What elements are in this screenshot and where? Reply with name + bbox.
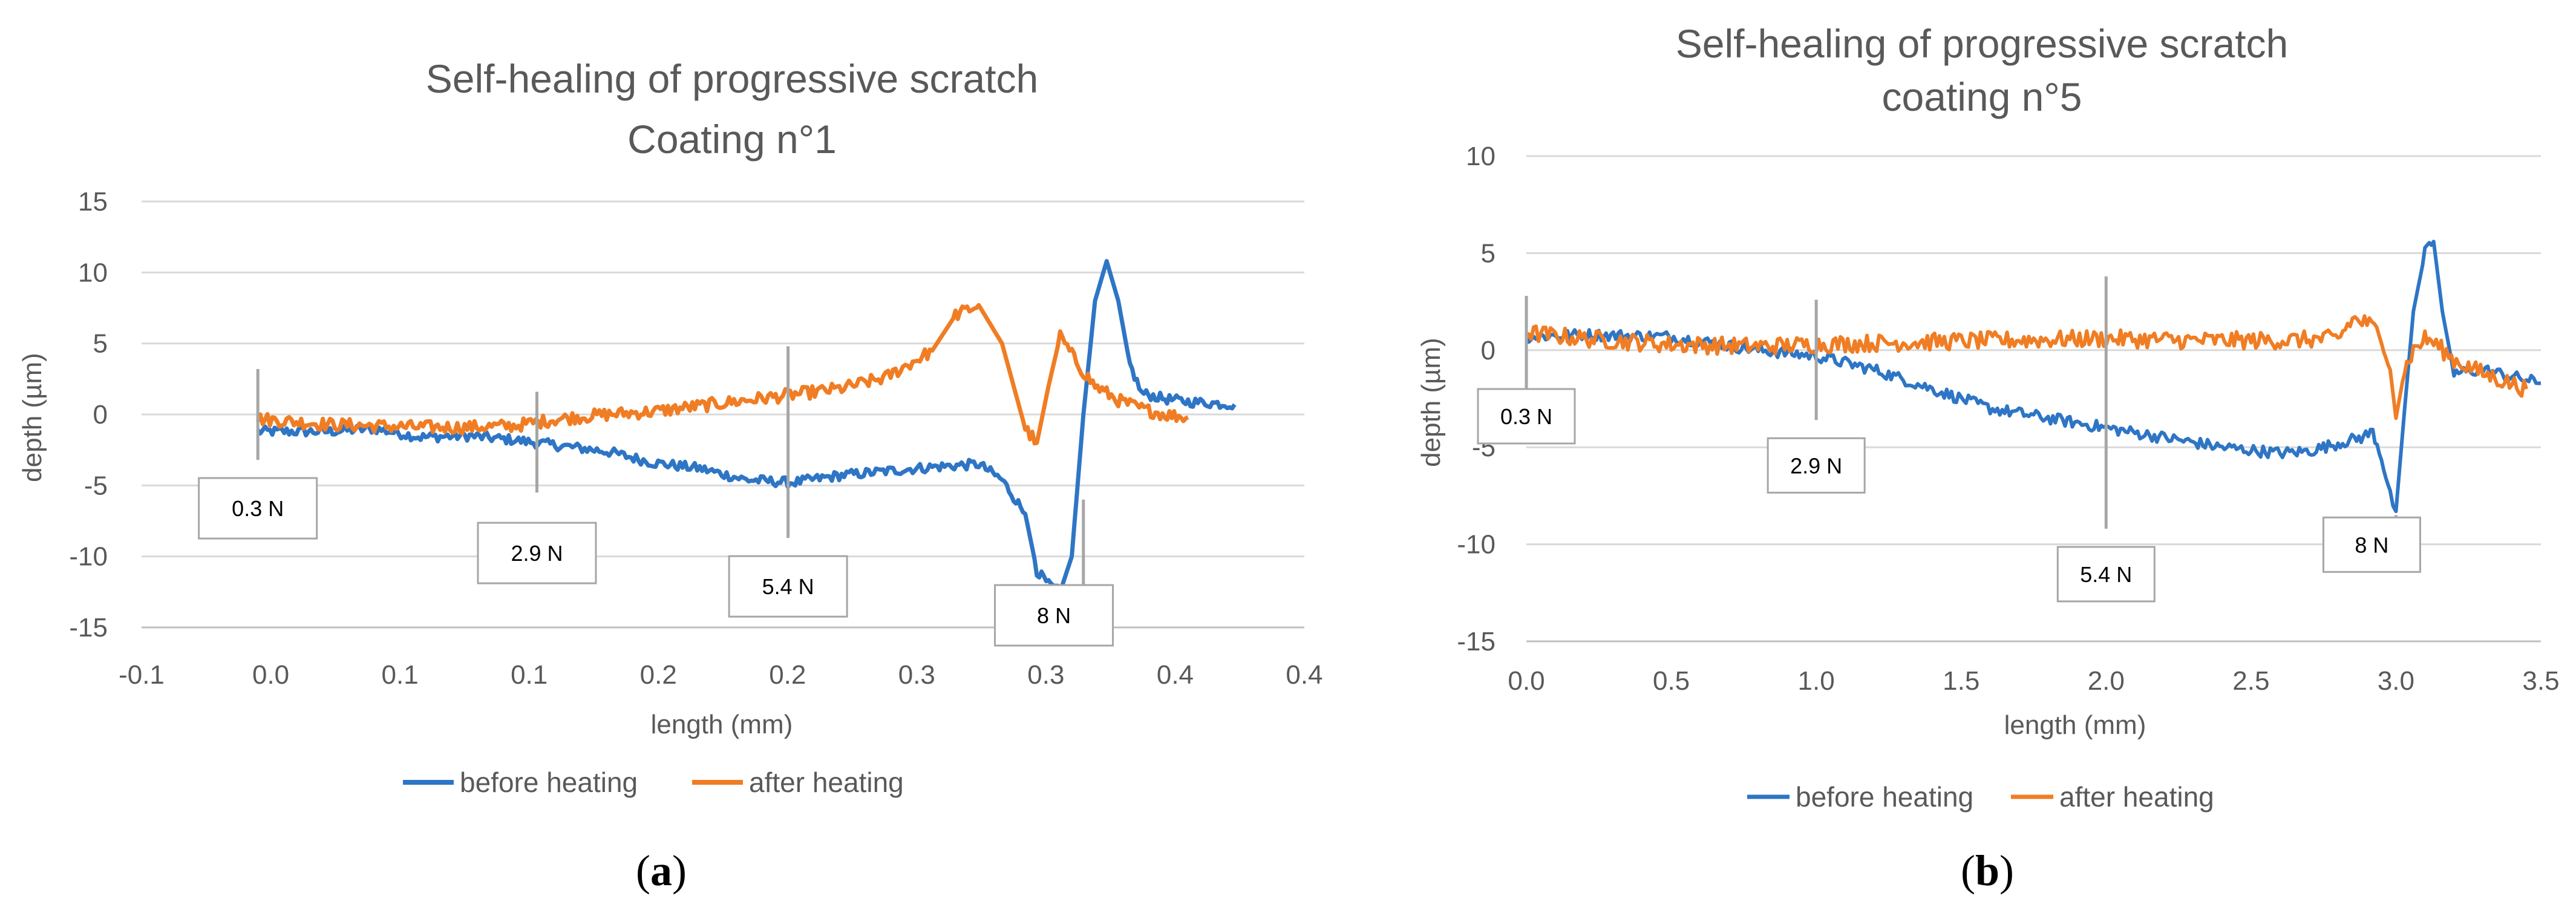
chart-b-x-tick-labels: 0.0 0.5 1.0 1.5 2.0 2.5 3.0 3.5 — [1508, 666, 2559, 696]
panel-b-caption: (b) — [1961, 846, 2014, 895]
chart-b-x-axis-label: length (mm) — [2004, 710, 2146, 740]
chart-b-y-tick-label: -15 — [1457, 627, 1496, 656]
chart-a-series — [255, 259, 1237, 594]
chart-b-annotations: 0.3 N 2.9 N 5.4 N 8 N — [1477, 276, 2421, 603]
chart-a-title-line1: Self-healing of progressive scratch — [426, 56, 1039, 101]
chart-panel-b: Self-healing of progressive scratch coat… — [1416, 21, 2560, 895]
chart-a-annotation-box — [728, 555, 848, 618]
chart-b-y-axis-label: depth (µm) — [1416, 338, 1446, 467]
chart-a-annotations: 0.3 N 2.9 N 5.4 N 8 N — [198, 346, 1114, 647]
chart-b-annotation-box — [2056, 546, 2156, 603]
chart-a-x-tick-label: 0.1 — [511, 660, 548, 690]
chart-b-line-after-heating — [1525, 314, 2528, 421]
chart-panel-a: Self-healing of progressive scratch Coat… — [18, 56, 1323, 895]
chart-b-annotation-label: 5.4 N — [2080, 562, 2132, 587]
chart-a-title-line2: Coating n°1 — [627, 117, 837, 162]
chart-b-legend-after-label: after heating — [2059, 781, 2214, 813]
chart-a-x-tick-labels: -0.1 0.0 0.1 0.1 0.2 0.2 0.3 0.3 0.4 0.4 — [119, 660, 1323, 690]
chart-a-x-tick-label: 0.1 — [382, 660, 419, 690]
chart-b-x-tick-label: 3.0 — [2378, 666, 2414, 696]
chart-b-x-tick-label: 1.0 — [1798, 666, 1835, 696]
chart-b-y-tick-label: 5 — [1481, 238, 1496, 268]
chart-b-y-tick-label: 0 — [1481, 336, 1496, 365]
chart-a-x-axis-label: length (mm) — [651, 710, 793, 739]
chart-a-annotation-label: 5.4 N — [762, 574, 814, 599]
panel-a-caption: (a) — [636, 846, 687, 895]
chart-a-x-tick-label: 0.2 — [769, 660, 806, 690]
chart-a-line-after-heating — [255, 303, 1189, 446]
chart-a-x-tick-label: 0.4 — [1157, 660, 1194, 690]
chart-a-y-tick-label: 15 — [78, 187, 108, 217]
chart-b-annotation-label: 8 N — [2355, 532, 2388, 557]
chart-b-legend: before heating after heating — [1747, 781, 2214, 813]
chart-a-y-tick-label: -15 — [69, 613, 108, 643]
chart-b-line-before-heating — [1525, 240, 2542, 514]
chart-a-x-tick-label: 0.2 — [640, 660, 677, 690]
chart-b-x-tick-label: 0.5 — [1653, 666, 1690, 696]
chart-b-annotation-box — [1477, 388, 1576, 445]
chart-a-y-tick-label: 5 — [93, 329, 108, 359]
chart-a-x-tick-label: -0.1 — [119, 660, 165, 690]
chart-a-gridlines — [142, 200, 1304, 629]
chart-a-annotation-label: 0.3 N — [232, 496, 284, 521]
chart-a-y-tick-label: -5 — [84, 471, 108, 500]
chart-b-x-tick-label: 2.5 — [2232, 666, 2269, 696]
chart-b-x-tick-label: 2.0 — [2088, 666, 2125, 696]
chart-b-title-line1: Self-healing of progressive scratch — [1676, 21, 2289, 66]
panel-b-caption-letter: b — [1975, 846, 1999, 895]
chart-a-annotation-box — [994, 584, 1114, 647]
chart-a-annotation-label: 8 N — [1037, 603, 1071, 628]
chart-b-x-tick-label: 0.0 — [1508, 666, 1545, 696]
chart-a-y-tick-label: 0 — [93, 400, 108, 430]
chart-a-annotation-box — [477, 522, 597, 584]
chart-b-y-tick-label: -10 — [1457, 530, 1496, 560]
chart-a-legend: before heating after heating — [403, 767, 904, 798]
chart-b-x-tick-label: 1.5 — [1943, 666, 1979, 696]
chart-a-annotation-box — [198, 477, 318, 540]
chart-a-x-tick-label: 0.3 — [898, 660, 935, 690]
chart-a-legend-before-label: before heating — [460, 767, 638, 798]
chart-b-annotation-label: 0.3 N — [1500, 404, 1552, 429]
chart-b-legend-before-label: before heating — [1796, 781, 1973, 813]
chart-b-y-tick-label: 10 — [1466, 142, 1496, 171]
chart-b-series — [1525, 240, 2542, 514]
chart-a-line-before-heating — [256, 259, 1237, 594]
chart-b-title-line2: coating n°5 — [1882, 74, 2082, 119]
chart-a-y-tick-labels: 15 10 5 0 -5 -10 -15 — [69, 187, 108, 643]
chart-a-y-axis-label: depth (µm) — [18, 353, 47, 482]
chart-b-annotation-box — [1767, 437, 1866, 494]
chart-a-x-tick-label: 0.0 — [252, 660, 289, 690]
panel-a-caption-letter: a — [650, 846, 672, 895]
chart-b-x-tick-label: 3.5 — [2522, 666, 2559, 696]
chart-a-y-tick-label: 10 — [78, 258, 108, 287]
chart-a-legend-after-label: after heating — [749, 767, 904, 798]
chart-a-y-tick-label: -10 — [69, 542, 108, 572]
chart-b-annotation-label: 2.9 N — [1790, 453, 1842, 478]
chart-b-annotation-box — [2322, 516, 2421, 573]
chart-a-annotation-label: 2.9 N — [511, 541, 563, 566]
chart-a-x-tick-label: 0.4 — [1286, 660, 1322, 690]
chart-a-x-tick-label: 0.3 — [1027, 660, 1064, 690]
